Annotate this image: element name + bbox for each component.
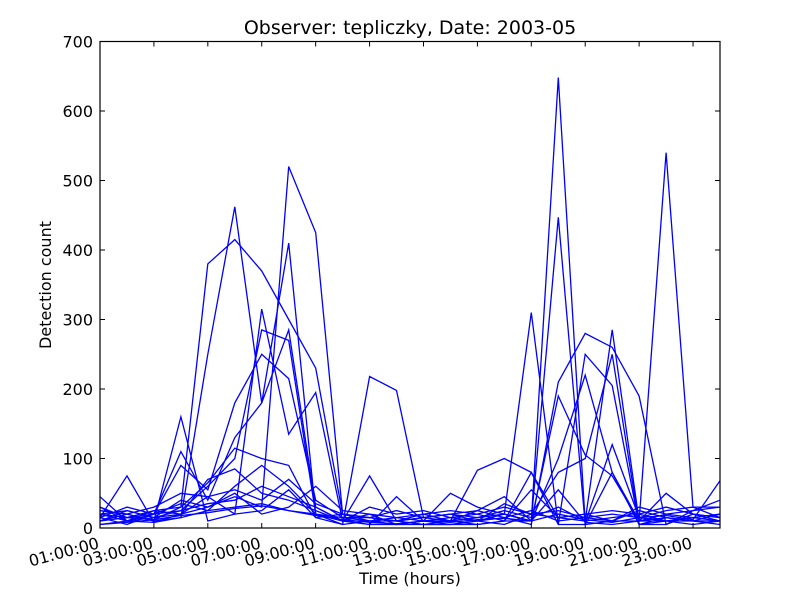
- plot-frame: [99, 40, 721, 529]
- y-tick-label: 100: [62, 450, 93, 469]
- series-line-1: [99, 77, 721, 526]
- y-tick-label: 700: [62, 33, 93, 52]
- series-line-2: [99, 152, 720, 526]
- series-layer: [99, 77, 721, 526]
- series-line-9: [99, 372, 721, 526]
- y-tick-label: 0: [83, 519, 93, 538]
- y-tick-label: 200: [62, 380, 93, 399]
- y-tick-label: 500: [62, 172, 93, 191]
- y-tick-label: 600: [62, 102, 93, 121]
- series-line-12: [99, 485, 721, 522]
- y-tick-label: 300: [62, 311, 93, 330]
- chart-title: Observer: tepliczky, Date: 2003-05: [244, 17, 576, 39]
- x-axis-label: Time (hours): [358, 569, 461, 588]
- series-line-14: [99, 488, 721, 522]
- series-line-4: [99, 308, 721, 526]
- y-tick-label: 400: [62, 241, 93, 260]
- series-line-13: [99, 503, 721, 522]
- y-axis: 0 100 200 300 400 500 600 700: [62, 33, 720, 538]
- series-line-5: [99, 329, 721, 526]
- series-line-16: [99, 480, 721, 526]
- y-axis-label: Detection count: [36, 221, 55, 349]
- series-line-15: [99, 485, 721, 519]
